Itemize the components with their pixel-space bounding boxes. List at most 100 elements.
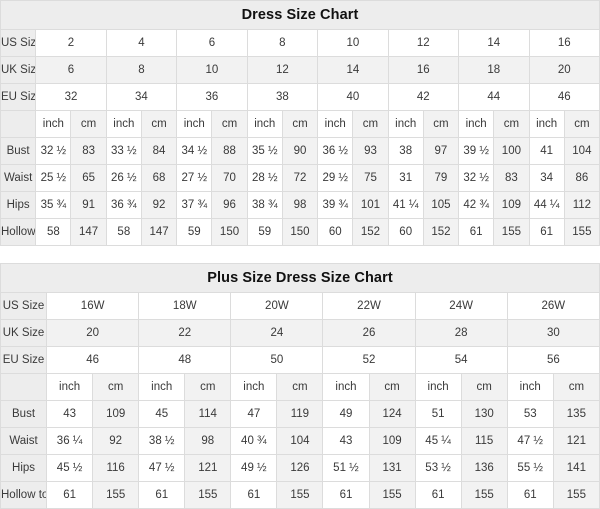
measure-value-cell: 41 [528,137,565,165]
measure-value-cell: 115 [460,427,508,455]
measure-value-cell: 35 ½ [246,137,283,165]
size-value-cell: 20W [230,292,324,320]
size-value-cell: 46 [528,83,600,111]
size-value-cell: 44 [458,83,530,111]
measure-value-cell: 141 [552,454,600,482]
measure-value-cell: 28 ½ [246,164,283,192]
measure-value-cell: 39 ¾ [317,191,354,219]
measure-value-cell: 83 [493,164,530,192]
row-label-waist: Waist [0,427,48,455]
row-label-us-size: US Size [0,292,48,320]
row-label-waist: Waist [0,164,37,192]
size-value-cell: 38 [246,83,319,111]
measure-value-cell: 43 [46,400,94,428]
measure-value-cell: 109 [368,427,416,455]
size-value-cell: 8 [105,56,178,84]
measure-value-cell: 136 [460,454,508,482]
measure-value-cell: 100 [493,137,530,165]
row-label-uk-size: UK Size [0,56,37,84]
measure-value-cell: 109 [493,191,530,219]
size-value-cell: 26W [506,292,600,320]
unit-header-cm: cm [92,373,140,401]
measure-value-cell: 59 [246,218,283,246]
measure-value-cell: 27 ½ [176,164,213,192]
dress-size-chart-body: Dress Size Chart US Size246810121416UK S… [0,0,600,246]
size-row: EU Size3234363840424446 [0,83,600,111]
size-row: UK Size 20 22 24 26 28 30 [0,319,600,347]
plus-size-chart-body: Plus Size Dress Size Chart US Size 16W 18W… [0,263,600,509]
dress-size-chart-title: Dress Size Chart [0,0,600,30]
unit-header-cm: cm [276,373,324,401]
unit-header-cm: cm [552,373,600,401]
measure-value-cell: 53 ½ [414,454,462,482]
unit-header-inch: inch [35,110,72,138]
size-value-cell: 16 [387,56,460,84]
unit-header-inch: inch [506,373,554,401]
unit-header-cm: cm [493,110,530,138]
size-value-cell: 42 [387,83,460,111]
size-value-cell: 8 [246,29,319,57]
unit-header-inch: inch [317,110,354,138]
measure-value-cell: 121 [184,454,232,482]
size-value-cell: 28 [414,319,508,347]
measure-value-cell: 135 [552,400,600,428]
measure-value-cell: 60 [387,218,424,246]
measure-value-cell: 31 [387,164,424,192]
measure-value-cell: 38 [387,137,424,165]
size-value-cell: 46 [46,346,140,374]
measure-value-cell: 55 ½ [506,454,554,482]
size-row: EU Size 46 48 50 52 54 56 [0,346,600,374]
measure-value-cell: 152 [422,218,460,246]
measure-value-cell: 53 [506,400,554,428]
dress-size-chart-block: Dress Size Chart US Size246810121416UK S… [0,0,600,246]
measure-value-cell: 131 [368,454,416,482]
measure-value-cell: 29 ½ [317,164,354,192]
size-value-cell: 14 [458,29,530,57]
unit-header-inch: inch [458,110,495,138]
unit-header-inch: inch [246,110,283,138]
measure-value-cell: 155 [493,218,530,246]
size-value-cell: 24W [414,292,508,320]
size-value-cell: 50 [230,346,324,374]
unit-header-cm: cm [368,373,416,401]
plus-size-chart-title: Plus Size Dress Size Chart [0,263,600,293]
measure-value-cell: 34 ½ [176,137,213,165]
unit-header-cm: cm [563,110,600,138]
measure-value-cell: 36 ¾ [105,191,142,219]
measure-value-cell: 150 [211,218,248,246]
size-value-cell: 22 [138,319,232,347]
measurement-row: Waist 36 ¼ 92 38 ½ 98 40 ¾ 104 43 109 45 ¼ 115 47 ½… [0,427,600,455]
measure-value-cell: 61 [46,481,94,509]
measure-value-cell: 32 ½ [35,137,72,165]
measure-value-cell: 155 [276,481,324,509]
measure-value-cell: 75 [352,164,389,192]
unit-row-blank-label [0,110,37,138]
size-value-cell: 12 [387,29,460,57]
measure-value-cell: 121 [552,427,600,455]
measure-value-cell: 155 [563,218,600,246]
size-value-cell: 54 [414,346,508,374]
size-value-cell: 16W [46,292,140,320]
size-row: UK Size68101214161820 [0,56,600,84]
unit-header-inch: inch [138,373,186,401]
measure-value-cell: 92 [140,191,178,219]
measure-value-cell: 61 [322,481,370,509]
measure-value-cell: 84 [140,137,178,165]
measure-value-cell: 147 [140,218,178,246]
row-label-hollow-to-floor: Hollow to Floor [0,481,48,509]
size-value-cell: 18W [138,292,232,320]
measure-value-cell: 70 [211,164,248,192]
unit-header-cm: cm [460,373,508,401]
measure-value-cell: 61 [138,481,186,509]
row-label-eu-size: EU Size [0,83,37,111]
size-value-cell: 18 [458,56,530,84]
unit-row-blank-label [0,373,48,401]
measurement-row: Bust 43 109 45 114 47 119 49 124 51 130 53 135 [0,400,600,428]
size-value-cell: 6 [35,56,107,84]
measure-value-cell: 130 [460,400,508,428]
measure-value-cell: 155 [460,481,508,509]
unit-header-inch: inch [176,110,213,138]
measure-value-cell: 58 [35,218,72,246]
unit-header-inch: inch [414,373,462,401]
unit-header-cm: cm [184,373,232,401]
